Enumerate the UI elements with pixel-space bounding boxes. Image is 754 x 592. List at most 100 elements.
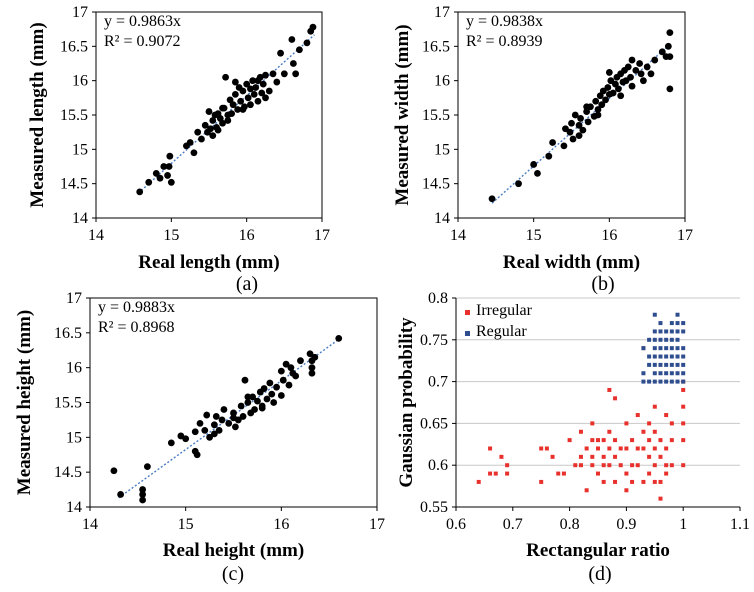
data-point-irregular xyxy=(590,421,595,426)
legend-entry: Regular xyxy=(476,323,527,340)
data-point-irregular xyxy=(669,463,674,468)
data-point-regular xyxy=(681,321,686,326)
y-tick-label: 16 xyxy=(66,360,82,377)
data-point xyxy=(268,390,276,398)
data-point-regular xyxy=(652,312,657,317)
data-point xyxy=(229,101,237,109)
data-point xyxy=(335,335,343,342)
data-point xyxy=(191,428,199,436)
trendline xyxy=(118,338,340,499)
data-point-irregular xyxy=(596,446,600,451)
data-point xyxy=(224,117,232,124)
data-point xyxy=(222,73,229,81)
data-point-irregular xyxy=(601,454,606,459)
data-point xyxy=(658,48,666,56)
data-point xyxy=(247,85,254,93)
y-axis-label: Measured width (mm) xyxy=(392,24,413,205)
data-point xyxy=(571,111,579,119)
x-tick-label: 1 xyxy=(679,516,687,533)
x-tick-label: 14 xyxy=(450,227,466,244)
x-tick-label: 17 xyxy=(369,516,385,533)
data-point-irregular xyxy=(613,479,618,484)
data-point-irregular xyxy=(647,454,652,459)
x-tick-label: 14 xyxy=(82,516,98,533)
data-point xyxy=(269,70,277,78)
data-point-irregular xyxy=(641,429,646,434)
data-point-irregular xyxy=(652,479,657,484)
data-point-irregular xyxy=(658,438,663,443)
data-point xyxy=(190,149,198,157)
data-point xyxy=(624,63,632,71)
data-point xyxy=(308,369,316,377)
data-point-regular xyxy=(658,337,663,342)
data-point xyxy=(568,119,575,127)
data-point xyxy=(569,135,577,143)
data-point xyxy=(258,404,266,412)
chart-panel-c: 14 15 16 17 14 14.5 15 15.5 16 16.5 17 Real height … xyxy=(14,290,385,585)
data-point-irregular xyxy=(561,471,566,476)
data-point xyxy=(196,420,204,427)
data-point xyxy=(279,376,287,384)
data-point xyxy=(203,411,211,419)
data-point xyxy=(647,70,655,78)
y-tick-label: 15.5 xyxy=(422,107,450,124)
data-point-irregular xyxy=(669,421,674,426)
data-point xyxy=(270,399,278,406)
data-point-irregular xyxy=(681,463,686,468)
data-point xyxy=(139,486,147,493)
data-point xyxy=(225,420,233,427)
data-point-regular xyxy=(669,379,674,384)
data-point-regular xyxy=(647,362,652,367)
data-point-irregular xyxy=(556,471,561,476)
data-point xyxy=(627,73,634,81)
data-point xyxy=(201,426,209,434)
data-point-irregular xyxy=(539,479,544,484)
data-point-irregular xyxy=(624,471,629,476)
data-point xyxy=(277,49,284,57)
data-point xyxy=(666,85,674,93)
data-point-regular xyxy=(681,354,686,359)
y-tick-label: 14.5 xyxy=(422,176,450,193)
data-point xyxy=(292,70,300,78)
y-tick-label: 0.8 xyxy=(428,290,448,307)
chart-panel-a: 14 15 16 17 14 14.5 15 15.5 16 16.5 17 Real length … xyxy=(27,4,330,295)
data-point-irregular xyxy=(630,463,635,468)
data-point-irregular xyxy=(664,471,669,476)
data-point-irregular xyxy=(641,446,646,451)
y-tick-label: 15.5 xyxy=(60,107,88,124)
data-point-irregular xyxy=(681,404,686,409)
data-point-irregular xyxy=(652,429,657,434)
data-point xyxy=(117,491,125,498)
y-tick-label: 14.5 xyxy=(60,176,88,193)
data-point-irregular xyxy=(652,404,657,409)
data-point xyxy=(231,91,239,98)
data-point-regular xyxy=(675,321,680,326)
data-point xyxy=(303,39,311,47)
x-tick-label: 0.8 xyxy=(560,516,580,533)
data-point-irregular xyxy=(607,387,612,392)
y-tick-label: 0.75 xyxy=(420,332,448,349)
data-point-irregular xyxy=(488,446,493,451)
data-point-irregular xyxy=(590,463,595,468)
panel-caption: (d) xyxy=(588,563,611,585)
data-point-regular xyxy=(652,362,657,367)
data-point xyxy=(289,60,297,67)
data-point xyxy=(214,110,222,118)
data-point xyxy=(234,106,242,113)
panel-caption: (a) xyxy=(236,273,258,295)
data-point xyxy=(637,70,645,78)
x-tick-label: 0.7 xyxy=(503,516,523,533)
data-point-irregular xyxy=(681,421,686,426)
data-point xyxy=(632,66,640,74)
data-point xyxy=(515,180,522,188)
data-point-regular xyxy=(641,379,646,384)
data-point xyxy=(277,392,285,399)
data-point-regular xyxy=(669,362,674,367)
data-point xyxy=(244,399,252,406)
data-point-regular xyxy=(658,371,663,376)
x-tick-label: 17 xyxy=(677,227,693,244)
data-point xyxy=(237,97,245,105)
data-point-irregular xyxy=(630,479,635,484)
data-point xyxy=(273,383,280,391)
